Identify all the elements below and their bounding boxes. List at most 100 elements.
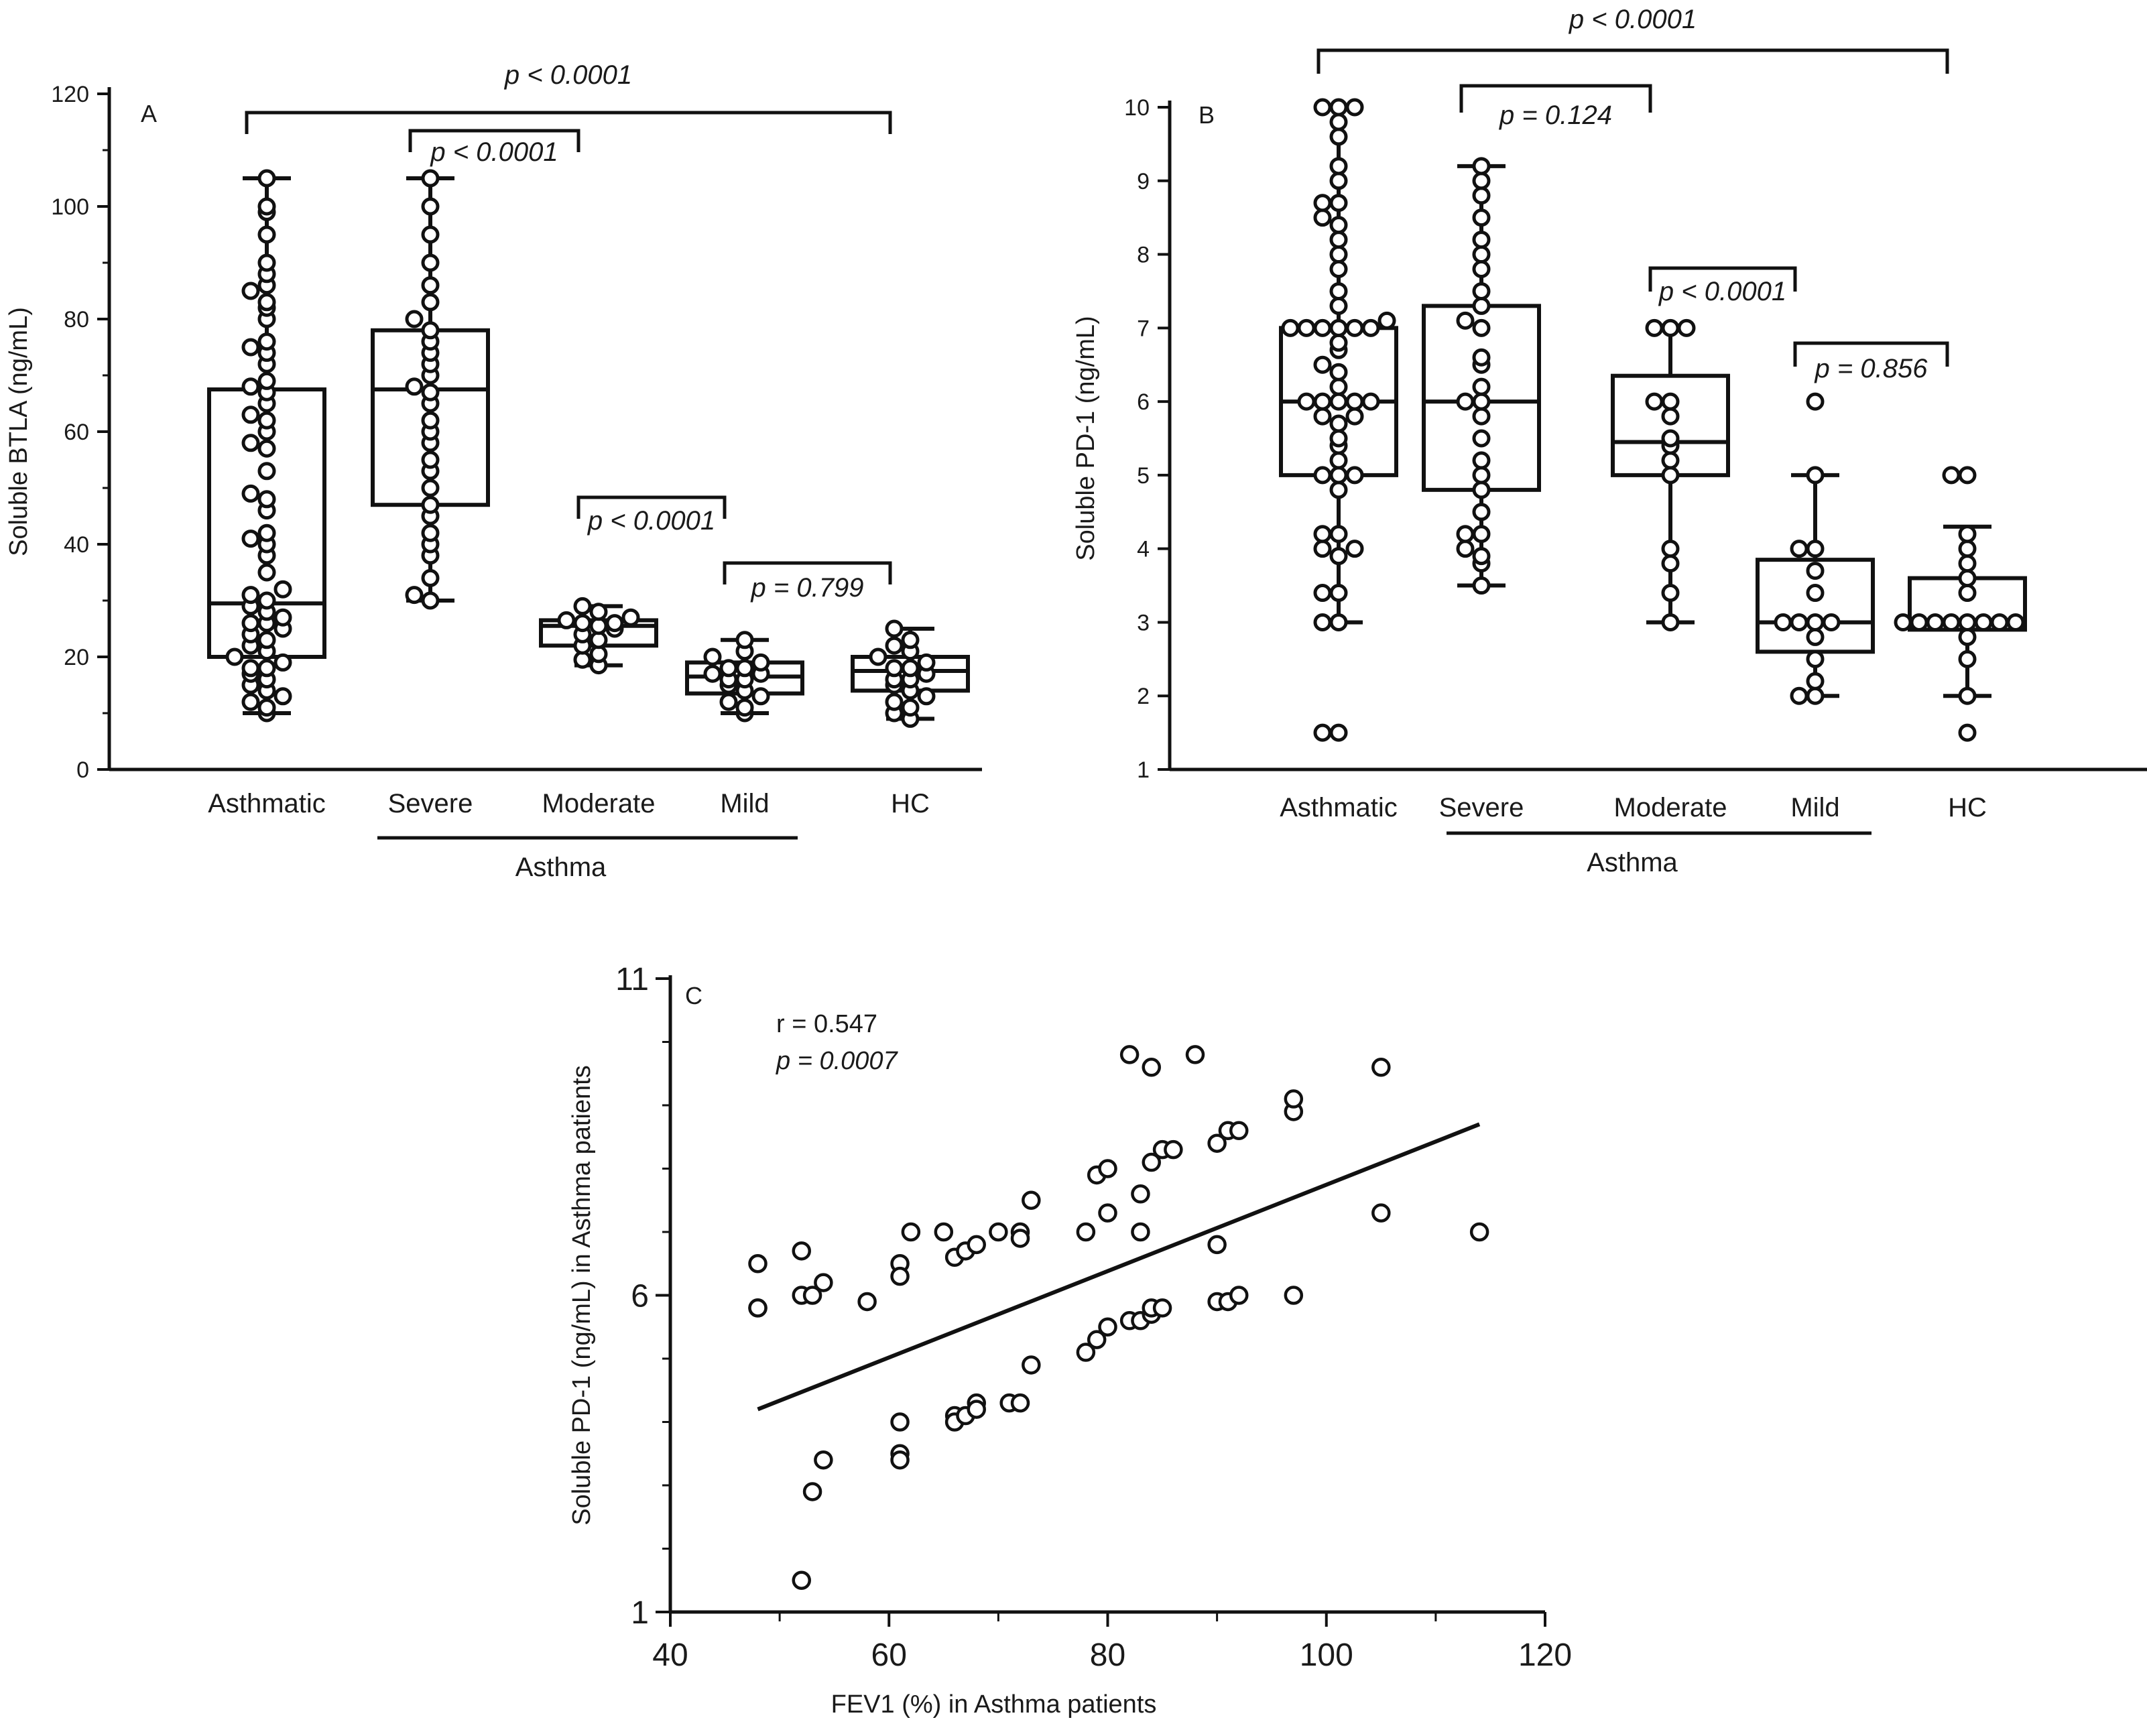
data-point [1313, 392, 1332, 411]
panel-label: C [685, 982, 702, 1009]
data-point [1329, 172, 1348, 190]
data-point [1806, 672, 1825, 690]
scatter-point [890, 1412, 910, 1432]
x-tick-label: 120 [1518, 1637, 1572, 1673]
data-point [257, 293, 276, 312]
data-point [421, 276, 440, 295]
scatter-point [792, 1570, 811, 1590]
data-point [1958, 554, 1977, 573]
data-point [1472, 576, 1491, 595]
scatter-point [934, 1222, 954, 1242]
data-point [241, 282, 260, 300]
data-point [1329, 98, 1348, 117]
data-point [719, 659, 738, 678]
data-point [273, 653, 292, 672]
data-point [421, 225, 440, 244]
data-point [421, 523, 440, 542]
data-point [241, 530, 260, 548]
data-point [257, 462, 276, 481]
y-tick-label: 40 [64, 532, 89, 558]
y-tick-label: 4 [1137, 537, 1150, 562]
data-point [1806, 686, 1825, 705]
data-point [1472, 525, 1491, 544]
box-group-asthmatic [207, 169, 326, 723]
data-point [421, 411, 440, 430]
correlation-p: p = 0.0007 [776, 1047, 899, 1075]
scatter-point [967, 1235, 986, 1255]
box-group-severe [371, 169, 490, 610]
scatter-point [1098, 1317, 1117, 1337]
data-point [1472, 451, 1491, 470]
comparison-bracket [408, 129, 580, 152]
data-point [1661, 540, 1680, 558]
data-point [885, 692, 904, 711]
data-point [735, 698, 754, 717]
data-point [421, 450, 440, 469]
comparison-p-value: p < 0.0001 [1569, 5, 1697, 34]
group-label: Asthma [1587, 848, 1678, 877]
data-point [1313, 318, 1332, 337]
scatter-point [1371, 1203, 1391, 1223]
category-label-asthmatic: Asthmatic [208, 789, 326, 818]
data-point [1472, 503, 1491, 521]
data-point [1974, 613, 1993, 631]
data-point [1790, 613, 1808, 631]
data-point [421, 591, 440, 610]
comparison-bracket [1316, 48, 1949, 74]
data-point [1329, 584, 1348, 603]
scatter-point [1098, 1159, 1117, 1178]
scatter-point [802, 1286, 822, 1305]
data-point [1661, 392, 1680, 411]
data-point [257, 253, 276, 272]
data-point [257, 371, 276, 390]
panel-label: A [141, 100, 157, 127]
data-point [589, 603, 608, 621]
y-tick-label: 1 [631, 1595, 649, 1631]
data-point [1361, 392, 1380, 411]
data-point [273, 687, 292, 706]
scatter-point [1371, 1058, 1391, 1077]
data-point [1472, 282, 1491, 300]
scatter-point [1131, 1222, 1150, 1242]
data-point [257, 591, 276, 610]
scatter-point [890, 1450, 910, 1470]
data-point [1329, 392, 1348, 411]
data-point [885, 636, 904, 655]
y-tick-label: 0 [76, 757, 89, 783]
data-point [1472, 208, 1491, 227]
data-point [735, 631, 754, 649]
scatter-point [802, 1482, 822, 1501]
data-point [1313, 723, 1332, 742]
data-point [1958, 569, 1977, 588]
y-tick-label: 10 [1124, 95, 1150, 121]
data-point [1345, 318, 1364, 337]
data-point [1472, 231, 1491, 249]
data-point [1472, 348, 1491, 367]
data-point [1910, 613, 1928, 631]
comparison-bracket [1648, 266, 1797, 292]
data-point [421, 495, 440, 514]
data-point [1990, 613, 2009, 631]
data-point [1313, 525, 1332, 544]
data-point [1329, 216, 1348, 235]
data-point [1329, 377, 1348, 396]
box-group-hc [851, 619, 970, 728]
data-point [1472, 429, 1491, 448]
data-point [885, 659, 904, 678]
y-tick-label: 6 [1137, 389, 1150, 415]
data-point [1313, 194, 1332, 212]
scatter-point [901, 1222, 921, 1242]
data-point [1329, 194, 1348, 212]
data-point [1822, 613, 1841, 631]
data-point [1329, 296, 1348, 315]
data-point [1345, 540, 1364, 558]
data-point [1958, 525, 1977, 544]
data-point [1472, 245, 1491, 264]
data-point [421, 321, 440, 340]
data-point [257, 411, 276, 430]
data-point [1329, 613, 1348, 631]
data-point [1958, 627, 1977, 646]
data-point [1958, 466, 1977, 485]
scatter-point [1207, 1133, 1227, 1153]
